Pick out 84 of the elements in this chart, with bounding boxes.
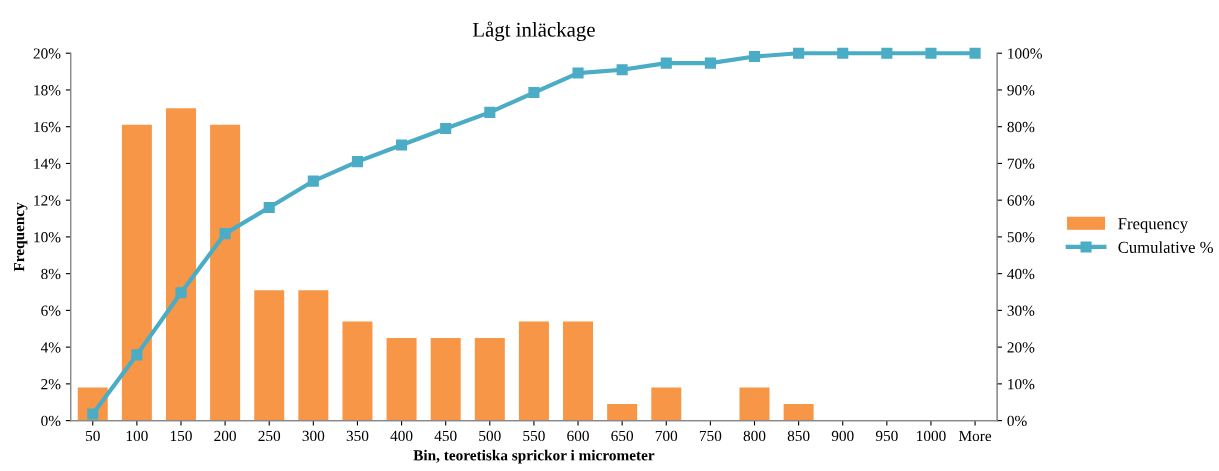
bar [210, 124, 241, 421]
x-tick-label: 100 [126, 430, 148, 442]
y2-tick-label: 90% [1007, 85, 1035, 96]
x-tick-label: 250 [258, 430, 281, 442]
bar [651, 387, 682, 421]
bar [386, 337, 417, 421]
x-axis-title: Bin, teoretiska sprickor i micrometer [413, 449, 655, 464]
x-tick-label: 450 [434, 430, 457, 442]
x-tick-label: 650 [611, 430, 634, 442]
x-tick-label: 50 [86, 430, 100, 442]
point [263, 201, 275, 214]
x-tick-label: 800 [743, 430, 766, 442]
x-tick-label: 550 [523, 430, 545, 442]
y2-tick-label: 30% [1007, 305, 1035, 316]
bar [121, 124, 152, 421]
bar [518, 321, 549, 421]
bar [165, 108, 196, 421]
point [748, 50, 761, 63]
point [396, 139, 408, 151]
point [528, 86, 540, 99]
chart-title: Lågt inläckage [472, 21, 595, 42]
y-tick-label: 12% [34, 195, 61, 206]
bar [563, 321, 594, 421]
x-tick-label: 900 [831, 430, 854, 442]
x-tick-label: 150 [170, 430, 192, 442]
y-tick-label: 20% [33, 48, 61, 59]
y-tick-label: 8% [41, 268, 61, 280]
y-tick-label: 14% [34, 158, 61, 169]
x-tick-label: 400 [390, 430, 413, 442]
bar [739, 387, 770, 421]
x-tick-label: 700 [655, 430, 678, 442]
y2-tick-label: 40% [1007, 268, 1035, 280]
y-tick-label: 2% [41, 379, 61, 390]
y2-tick-label: 100% [1008, 48, 1042, 59]
x-tick-label: 200 [214, 430, 236, 442]
point [704, 57, 716, 69]
y2-tick-label: 80% [1007, 121, 1035, 133]
x-tick-label: 1000 [917, 430, 946, 442]
point [87, 408, 99, 420]
x-tick-label: 750 [699, 430, 722, 442]
y-tick-label: 6% [41, 305, 61, 316]
bar [607, 404, 638, 421]
point [925, 47, 937, 59]
bar [474, 337, 505, 421]
x-tick-label: 950 [875, 430, 898, 442]
bar [298, 290, 329, 421]
y-tick-label: 4% [40, 342, 61, 353]
point [660, 57, 672, 69]
point [572, 67, 584, 79]
y2-tick-label: 10% [1008, 379, 1035, 390]
legend-label: Cumulative % [1118, 241, 1213, 253]
point [440, 122, 452, 135]
bar [254, 290, 285, 421]
y2-tick-label: 20% [1007, 342, 1035, 353]
y-tick-label: 18% [34, 85, 61, 96]
y-tick-label: 10% [34, 232, 61, 243]
x-tick-label: 500 [479, 430, 501, 442]
point [307, 175, 319, 187]
point [881, 47, 893, 59]
x-tick-label: 350 [346, 430, 369, 442]
point [131, 349, 143, 361]
y2-tick-label: 0% [1007, 415, 1027, 427]
point [793, 47, 805, 59]
point [616, 64, 628, 76]
y2-tick-label: 70% [1007, 158, 1035, 169]
bar [783, 404, 814, 421]
point [219, 228, 231, 240]
point [969, 47, 981, 59]
x-tick-label: 300 [302, 430, 325, 442]
y2-tick-label: 60% [1007, 195, 1035, 206]
y2-tick-label: 50% [1007, 232, 1035, 243]
point [175, 287, 187, 299]
x-tick-label: 850 [787, 430, 810, 442]
bar [430, 337, 461, 421]
point [351, 156, 364, 168]
x-tick-label: More [958, 430, 992, 442]
x-tick-label: 600 [567, 430, 589, 442]
y-tick-label: 0% [41, 415, 61, 427]
y-axis-title: Frequency [14, 202, 28, 272]
legend-label: Frequency [1118, 218, 1189, 233]
y-tick-label: 16% [34, 121, 61, 133]
bar [342, 321, 373, 421]
point [484, 106, 496, 118]
point [837, 47, 849, 59]
